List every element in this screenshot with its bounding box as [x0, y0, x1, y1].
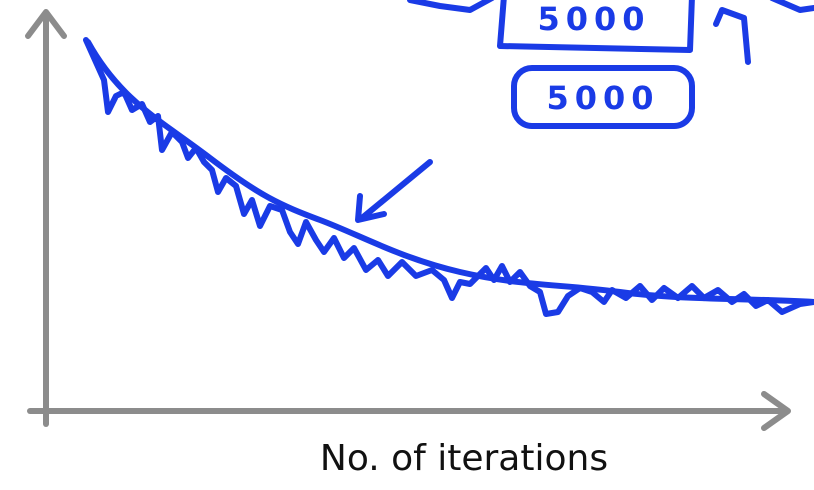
x-axis-label: No. of iterations [320, 438, 608, 479]
smoothed-cost-curve [85, 39, 814, 305]
noisy-cost-curve [83, 37, 814, 317]
annotation-top-box [497, 0, 695, 53]
annotation-top: 5000 [407, 0, 814, 65]
x-axis-arrowhead [761, 391, 791, 431]
pointer-arrow [355, 159, 433, 223]
annotation-bottom-box [511, 65, 695, 129]
annotation-bottom-value: 5000 [546, 79, 659, 117]
annotation-top-right-stroke [713, 7, 751, 65]
y-axis-arrowhead [25, 9, 67, 39]
pointer-arrow-shaft [359, 159, 433, 221]
pointer-arrow-head [355, 193, 387, 223]
annotation-top-left-stroke [407, 0, 495, 13]
annotation-top-arrow [769, 0, 814, 13]
axes [25, 9, 791, 431]
annotation-bottom: 5000 [511, 65, 695, 129]
annotation-top-value: 5000 [537, 0, 650, 38]
